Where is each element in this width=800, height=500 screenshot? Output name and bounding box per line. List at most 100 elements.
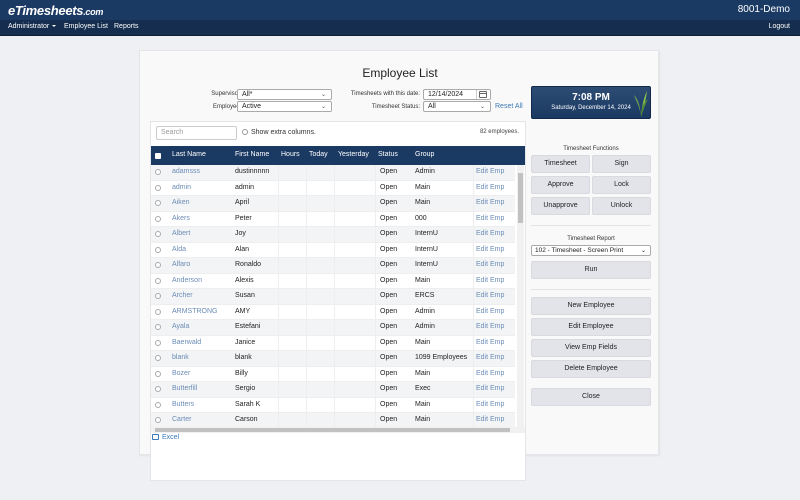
last-name-link[interactable]: Akers [172,214,190,222]
unlock-button[interactable]: Unlock [592,197,651,215]
employee-status-select[interactable]: Active ⌄ [237,101,332,112]
view-emp-fields-button[interactable]: View Emp Fields [531,339,651,357]
edit-emp-link[interactable]: Edit Emp [476,199,505,206]
row-checkbox[interactable] [155,277,161,284]
vertical-scroll-thumb[interactable] [518,173,523,223]
table-row[interactable]: blank blank Open 1099 Employees Edit Emp [151,351,515,367]
col-status[interactable]: Status [378,151,398,158]
table-row[interactable]: Baerwald Janice Open Main Edit Emp [151,335,515,351]
reset-all-link[interactable]: Reset All [495,103,523,110]
edit-emp-link[interactable]: Edit Emp [476,323,505,330]
row-checkbox[interactable] [155,401,161,408]
row-checkbox[interactable] [155,184,161,191]
table-row[interactable]: Bozer Billy Open Main Edit Emp [151,366,515,382]
delete-employee-button[interactable]: Delete Employee [531,360,651,378]
new-employee-button[interactable]: New Employee [531,297,651,315]
row-checkbox[interactable] [155,339,161,346]
col-yesterday[interactable]: Yesterday [338,151,369,158]
last-name-link[interactable]: Albert [172,230,191,237]
last-name-link[interactable]: Bozer [172,369,191,377]
close-button[interactable]: Close [531,388,651,406]
sign-button[interactable]: Sign [592,155,651,173]
supervisor-group-select[interactable]: All* ⌄ [237,89,332,100]
last-name-link[interactable]: Anderson [172,276,202,284]
run-button[interactable]: Run [531,261,651,279]
row-checkbox[interactable] [155,308,161,315]
row-checkbox[interactable] [155,324,161,330]
timesheet-button[interactable]: Timesheet [531,155,590,173]
edit-emp-link[interactable]: Edit Emp [476,385,505,392]
edit-emp-link[interactable]: Edit Emp [476,261,505,268]
edit-emp-link[interactable]: Edit Emp [476,338,505,346]
table-row[interactable]: Butterfill Sergio Open Exec Edit Emp [151,382,515,398]
last-name-link[interactable]: Butters [172,400,195,408]
row-checkbox[interactable] [155,355,161,361]
table-row[interactable]: Butters Sarah K Open Main Edit Emp [151,397,515,413]
table-row[interactable]: Anderson Alexis Open Main Edit Emp [151,273,515,289]
table-row[interactable]: Ayala Estefani Open Admin Edit Emp [151,320,515,336]
row-checkbox[interactable] [155,231,161,237]
edit-emp-link[interactable]: Edit Emp [476,400,505,408]
row-checkbox[interactable] [155,246,161,253]
row-checkbox[interactable] [155,293,161,299]
row-checkbox[interactable] [155,215,161,222]
row-checkbox[interactable] [155,262,161,268]
table-row[interactable]: Archer Susan Open ERCS Edit Emp [151,289,515,305]
edit-emp-link[interactable]: Edit Emp [476,183,505,191]
col-today[interactable]: Today [309,151,328,158]
checkbox-icon[interactable] [242,129,248,136]
last-name-link[interactable]: ARMSTRONG [172,307,218,315]
row-checkbox[interactable] [155,169,161,175]
edit-emp-link[interactable]: Edit Emp [476,168,505,175]
timesheet-status-select[interactable]: All ⌄ [423,101,491,112]
last-name-link[interactable]: adamsss [172,168,201,175]
table-row[interactable]: Albert Joy Open InternU Edit Emp [151,227,515,243]
last-name-link[interactable]: Ayala [172,323,190,330]
last-name-link[interactable]: blank [172,354,189,361]
table-row[interactable]: Alfaro Ronaldo Open InternU Edit Emp [151,258,515,274]
edit-emp-link[interactable]: Edit Emp [476,292,505,299]
nav-employee-list[interactable]: Employee List [64,23,108,30]
last-name-link[interactable]: Butterfill [172,385,198,392]
lock-button[interactable]: Lock [592,176,651,194]
table-row[interactable]: Akers Peter Open 000 Edit Emp [151,211,515,227]
search-input[interactable]: Search [156,126,237,140]
excel-export-link[interactable]: Excel [152,434,179,441]
table-row[interactable]: ARMSTRONG AMY Open Admin Edit Emp [151,304,515,320]
col-last-name[interactable]: Last Name [172,151,206,158]
table-row[interactable]: adamsss dustinnnnn Open Admin Edit Emp [151,165,515,181]
last-name-link[interactable]: Alda [172,245,187,253]
calendar-icon[interactable] [479,91,487,98]
col-hours[interactable]: Hours [281,151,300,158]
vertical-scrollbar[interactable] [517,165,524,427]
horizontal-scroll-thumb[interactable] [155,428,510,432]
last-name-link[interactable]: Archer [172,292,193,299]
horizontal-scrollbar[interactable] [151,427,525,433]
logout-link[interactable]: Logout [768,23,790,30]
edit-emp-link[interactable]: Edit Emp [476,307,505,315]
last-name-link[interactable]: Carter [172,416,192,423]
show-extra-columns-toggle[interactable]: Show extra columns. [242,129,316,136]
last-name-link[interactable]: admin [172,183,192,191]
row-checkbox[interactable] [155,417,161,423]
timesheet-report-select[interactable]: 102 - Timesheet - Screen Print ⌄ [531,245,651,256]
unapprove-button[interactable]: Unapprove [531,197,590,215]
edit-emp-link[interactable]: Edit Emp [476,214,505,222]
table-row[interactable]: admin admin Open Main Edit Emp [151,180,515,196]
last-name-link[interactable]: Aiken [172,199,190,206]
edit-emp-link[interactable]: Edit Emp [476,245,505,253]
table-row[interactable]: Aiken April Open Main Edit Emp [151,196,515,212]
row-checkbox[interactable] [155,370,161,377]
table-row[interactable]: Alda Alan Open InternU Edit Emp [151,242,515,258]
approve-button[interactable]: Approve [531,176,590,194]
last-name-link[interactable]: Alfaro [172,261,191,268]
etimesheets-logo[interactable]: eTimesheets.com [8,3,103,18]
edit-emp-link[interactable]: Edit Emp [476,369,505,377]
timesheet-date-input[interactable]: 12/14/2024 [423,89,491,100]
col-first-name[interactable]: First Name [235,151,270,158]
edit-emp-link[interactable]: Edit Emp [476,276,505,284]
select-all-checkbox[interactable] [155,153,161,159]
row-checkbox[interactable] [155,386,161,392]
last-name-link[interactable]: Baerwald [172,338,202,346]
edit-emp-link[interactable]: Edit Emp [476,354,505,361]
